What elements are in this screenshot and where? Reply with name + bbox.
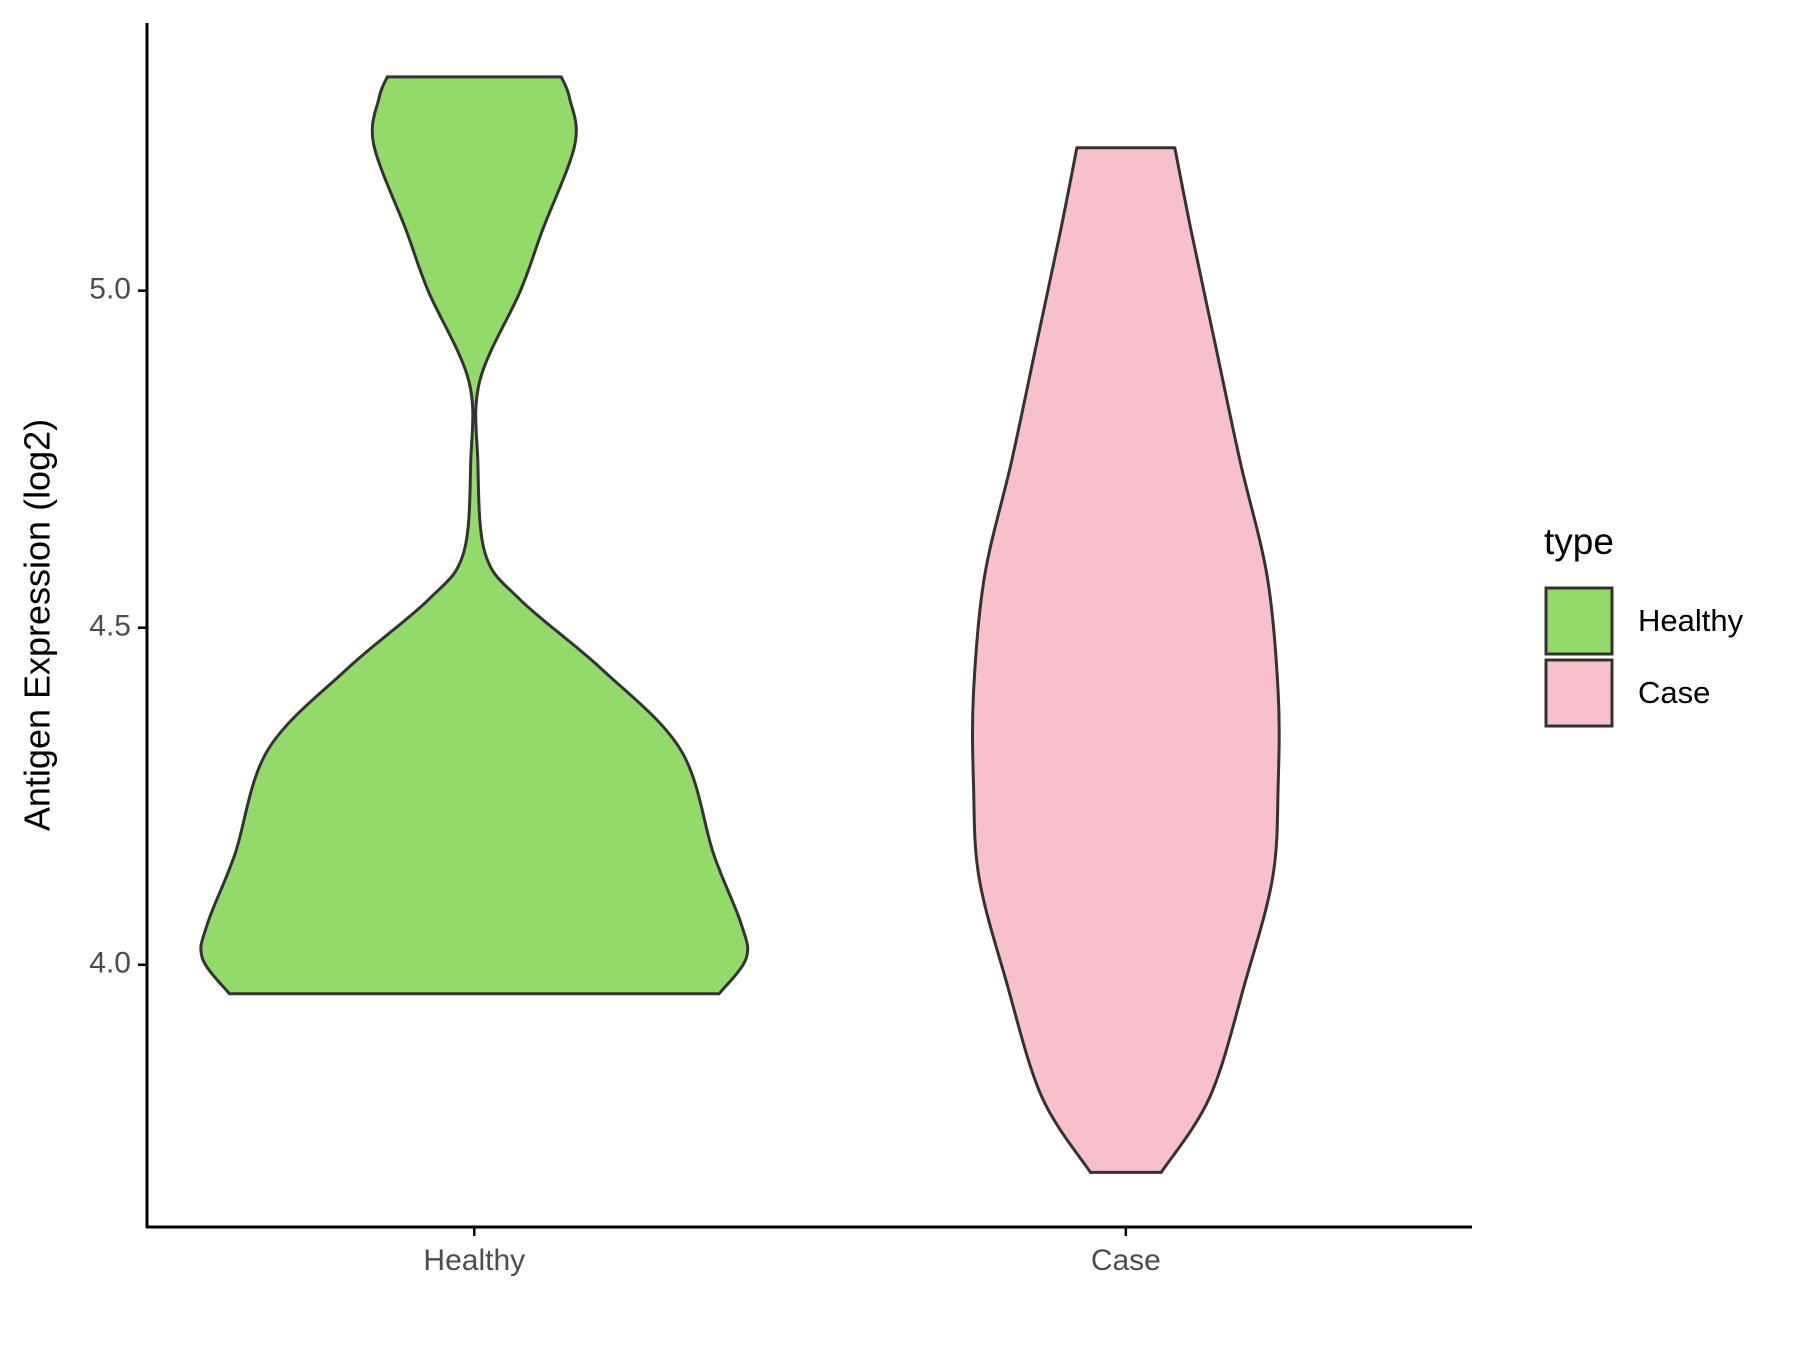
y-tick-label: 5.0 [89,273,131,306]
legend-label: Case [1638,675,1710,710]
legend-key [1544,586,1614,656]
legend-title: type [1544,521,1614,562]
y-tick-label: 4.5 [89,610,131,643]
legend-key [1544,658,1614,728]
y-axis-label: Antigen Expression (log2) [17,419,58,831]
y-tick-label: 4.0 [89,947,131,980]
legend-label: Healthy [1638,603,1744,638]
x-tick-label: Case [1091,1244,1161,1277]
violin [970,146,1281,1174]
x-tick-label: Healthy [423,1244,525,1277]
violin [199,75,750,996]
